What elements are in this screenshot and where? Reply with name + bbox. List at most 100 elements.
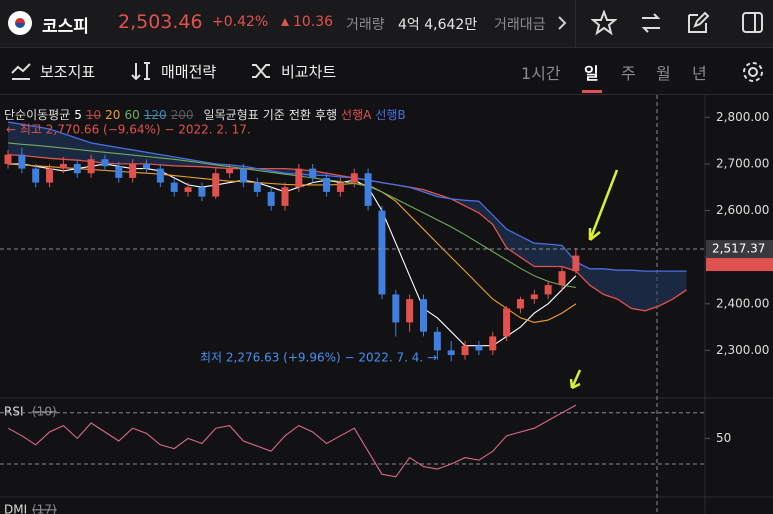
favorite-button[interactable] [591,10,617,36]
candle-body [101,159,109,167]
current-label: 2,517.37 [712,242,765,256]
candle-body [115,166,123,178]
indicator-icon [11,63,31,80]
candle-body [143,163,150,169]
candle-body [156,168,164,183]
period-button[interactable]: 주 [621,64,636,83]
candle-body [558,271,566,286]
rsi-line [7,404,577,478]
annotation: ← 최고 2,770.66 (−9.64%) − 2022. 2. 17. [6,123,251,137]
legend-entry: 후행 [314,108,338,122]
candle-body [129,163,137,178]
period-button[interactable]: 일 [584,64,599,83]
swap-button[interactable] [638,10,664,36]
ma-line [8,163,577,347]
period-button[interactable]: 월 [656,64,671,83]
candle-body [184,187,192,192]
candle-body [323,177,331,192]
candle-body [544,285,552,295]
tool-button[interactable]: 보조지표 [40,63,96,81]
legend-entry: 20 [105,108,121,122]
annotation: 최저 2,276.63 (+9.96%) − 2022. 7. 4. → [200,351,437,365]
last-price-box [706,257,773,272]
ma-line [7,163,577,323]
panel-title: DMI [4,503,27,514]
candle-body [489,336,497,351]
panel-period: (10) [32,405,57,419]
legend-entry: 선행A [341,108,372,122]
price-panel: 2,300.002,400.002,500.002,600.002,700.00… [0,110,773,365]
candle-body [420,299,427,332]
candle-body [212,173,220,197]
candle-body [46,168,54,183]
more-button[interactable] [556,15,568,31]
candle-body [309,168,317,178]
toolbar: 보조지표 매매전략 비교차트 1시간 일 주 월 년 [0,48,773,95]
amount-label: 거래대금 [494,17,546,33]
y-tick-label: 2,800.00 [716,110,769,124]
candle-body [253,182,261,192]
volume: 4억 4,642만 [398,17,478,33]
strategy-icon [131,62,150,81]
candle-body [239,168,247,183]
edit-button[interactable] [685,10,711,36]
panel-title: RSI [4,405,24,419]
candle-body [530,294,538,300]
legend-entry: 200 [170,108,194,122]
panel-button[interactable] [740,10,766,36]
header: 코스피 2,503.46 +0.42% 10.36 거래량 4억 4,642만 … [0,0,773,48]
arrow [588,169,619,241]
candle-body [4,154,12,164]
arrow [569,369,582,390]
period-button[interactable]: 1시간 [521,64,561,83]
candle-body [516,299,524,309]
legend-title: 단순이동평균 [4,108,71,122]
legend-entry: 전환 [288,108,311,122]
candle-body [198,187,206,197]
legend-sep: 일목균형표 [203,108,259,122]
current-label-box [706,240,773,259]
change: 10.36 [293,14,334,30]
separator [575,0,576,47]
candle-body [350,173,358,183]
rsi-panel: RSI (10) 50 [0,404,731,478]
legend-entry: 10 [85,108,102,122]
y-tick-label: 2,400.00 [716,296,769,310]
legend-entry: 기준 [262,108,285,122]
candle-body [572,255,580,272]
candle-body [406,299,414,323]
candle-body [32,168,40,183]
flag-icon [8,11,32,35]
candle-body [170,182,178,192]
period-button[interactable]: 년 [692,64,707,83]
legend: 단순이동평균 5 10 20 60 120 200 일목균형표 기준 전환 후행 선행A 선행B [4,106,410,123]
settings-button[interactable] [741,60,765,84]
candle-body [447,350,455,356]
price: 2,503.46 [118,11,203,33]
up-icon [281,18,289,26]
legend-entry: 5 [74,108,82,122]
candle-body [281,187,289,206]
candle-body [73,163,81,174]
volume-label: 거래량 [346,17,385,33]
y-tick-label: 2,700.00 [716,156,769,170]
candle-body [378,210,386,295]
candle-body [364,173,372,206]
candle-body [433,331,441,351]
candle-body [87,159,95,174]
active-underline [582,90,602,93]
index-name: 코스피 [42,17,89,37]
candle-body [461,345,469,356]
ichimoku-cloud [8,122,687,311]
legend-entry: 120 [143,108,167,122]
candle-body [267,191,275,206]
dmi-panel: DMI (17) [4,503,57,514]
tool-button[interactable]: 매매전략 [161,63,217,81]
legend-entry: 60 [124,108,140,122]
tool-button[interactable]: 비교차트 [281,63,337,81]
panel-period: (17) [32,503,57,514]
candle-body [226,168,234,174]
candle-body [59,163,67,169]
